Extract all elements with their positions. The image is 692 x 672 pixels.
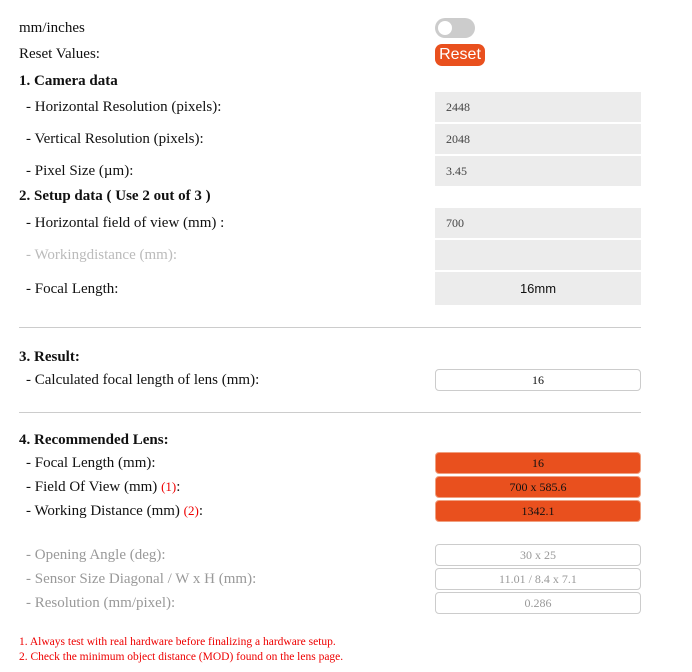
- h-res-label: - Horizontal Resolution (pixels):: [26, 99, 222, 115]
- footnote-1: 1. Always test with real hardware before…: [19, 636, 336, 648]
- camera-heading: 1. Camera data: [19, 73, 118, 89]
- rec-focal-output: 16: [435, 452, 641, 474]
- pixel-size-input[interactable]: 3.45: [435, 156, 641, 186]
- reset-button[interactable]: Reset: [435, 44, 485, 66]
- opening-angle-output: 30 x 25: [435, 544, 641, 566]
- pixel-size-label: - Pixel Size (µm):: [26, 163, 134, 179]
- calc-focal-output: 16: [435, 369, 641, 391]
- rec-wd-label: - Working Distance (mm) (2):: [26, 501, 203, 521]
- h-res-input[interactable]: 2448: [435, 92, 641, 122]
- divider: [19, 327, 641, 328]
- rec-wd-output: 1342.1: [435, 500, 641, 522]
- hfov-label: - Horizontal field of view (mm) :: [26, 215, 225, 231]
- focal-length-label: - Focal Length:: [26, 281, 119, 297]
- rec-fov-output: 700 x 585.6: [435, 476, 641, 498]
- resolution-output: 0.286: [435, 592, 641, 614]
- result-heading: 3. Result:: [19, 349, 80, 365]
- sensor-size-label: - Sensor Size Diagonal / W x H (mm):: [26, 571, 257, 587]
- v-res-label: - Vertical Resolution (pixels):: [26, 131, 204, 147]
- v-res-input[interactable]: 2048: [435, 124, 641, 154]
- working-distance-label: - Workingdistance (mm):: [26, 247, 177, 263]
- footnote-ref-1: (1): [161, 479, 177, 494]
- units-toggle[interactable]: [435, 18, 475, 38]
- hfov-input[interactable]: 700: [435, 208, 641, 238]
- footnote-ref-2: (2): [183, 503, 199, 518]
- rec-fov-label: - Field Of View (mm) (1):: [26, 477, 180, 497]
- rec-wd-text: - Working Distance (mm): [26, 503, 184, 519]
- rec-focal-label: - Focal Length (mm):: [26, 455, 156, 471]
- divider: [19, 412, 641, 413]
- rec-fov-text: - Field Of View (mm): [26, 479, 162, 495]
- calc-focal-label: - Calculated focal length of lens (mm):: [26, 372, 260, 388]
- sensor-size-output: 11.01 / 8.4 x 7.1: [435, 568, 641, 590]
- focal-length-select[interactable]: 16mm: [435, 272, 641, 305]
- reset-label: Reset Values:: [19, 46, 100, 62]
- units-label: mm/inches: [19, 20, 85, 36]
- footnote-2: 2. Check the minimum object distance (MO…: [19, 651, 344, 663]
- setup-heading: 2. Setup data ( Use 2 out of 3 ): [19, 188, 211, 204]
- colon: :: [198, 503, 203, 519]
- working-distance-input[interactable]: [435, 240, 641, 270]
- recommended-heading: 4. Recommended Lens:: [19, 432, 169, 448]
- toggle-knob: [438, 21, 452, 35]
- opening-angle-label: - Opening Angle (deg):: [26, 547, 166, 563]
- colon: :: [176, 479, 181, 495]
- resolution-label: - Resolution (mm/pixel):: [26, 595, 176, 611]
